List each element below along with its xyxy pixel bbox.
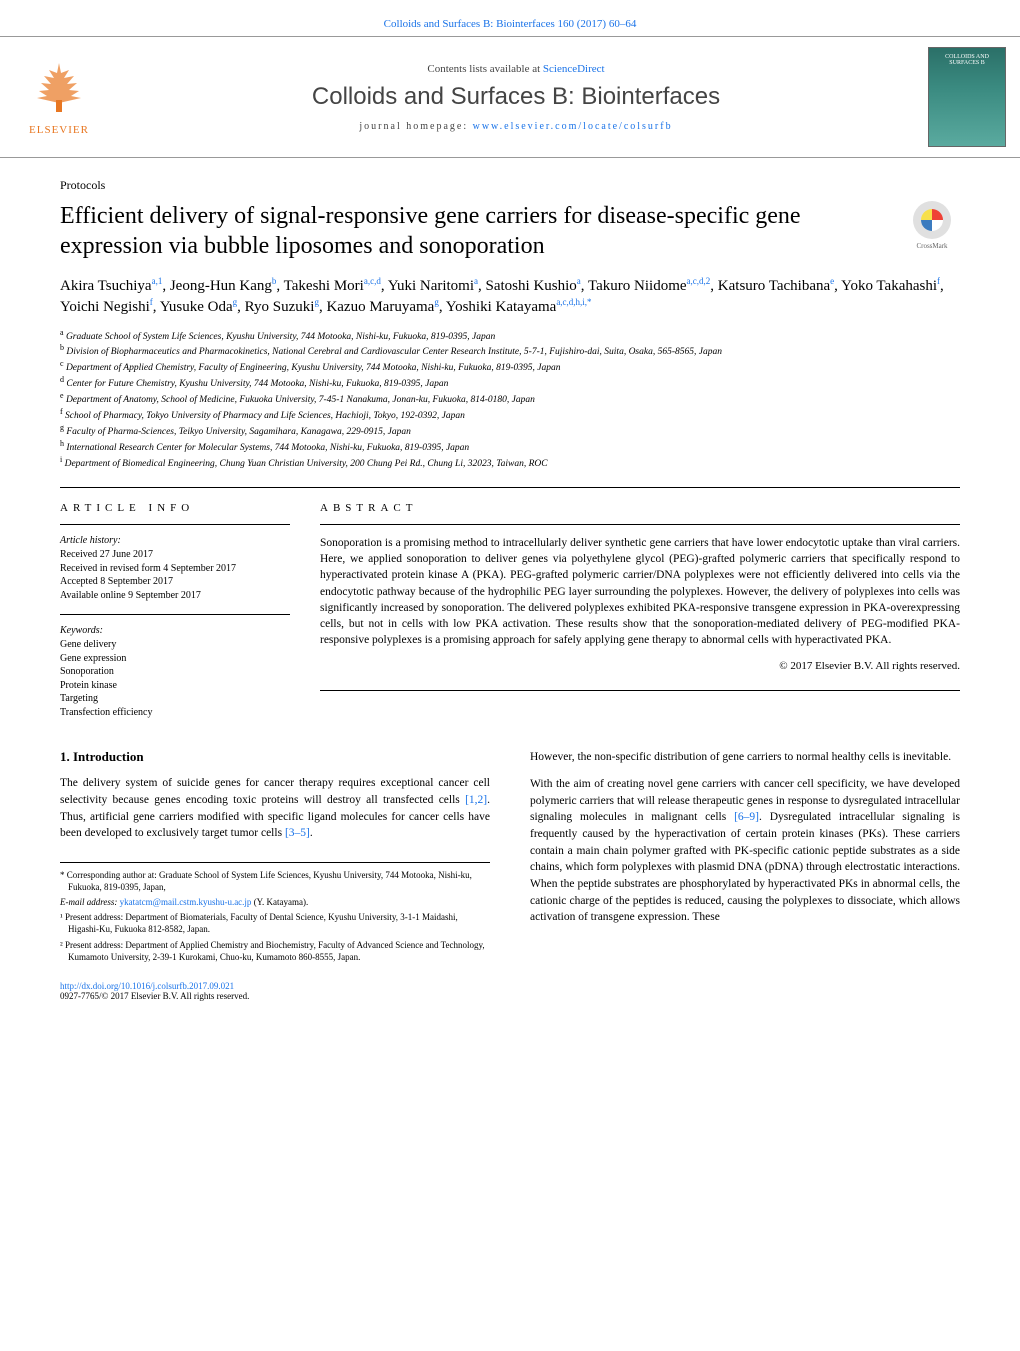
affiliation-item: a Graduate School of System Life Science… — [60, 328, 960, 344]
affiliation-item: d Center for Future Chemistry, Kyushu Un… — [60, 375, 960, 391]
publisher-logo[interactable]: ELSEVIER — [14, 47, 104, 147]
citation-link[interactable]: [1,2] — [465, 794, 487, 806]
journal-homepage-label: journal homepage: www.elsevier.com/locat… — [104, 121, 928, 132]
email-link[interactable]: ykatatcm@mail.cstm.kyushu-u.ac.jp — [120, 897, 252, 907]
article-history-label: Article history: — [60, 535, 290, 546]
journal-name: Colloids and Surfaces B: Biointerfaces — [104, 83, 928, 111]
article-type: Protocols — [60, 178, 960, 193]
body-paragraph: The delivery system of suicide genes for… — [60, 775, 490, 842]
footer: http://dx.doi.org/10.1016/j.colsurfb.201… — [60, 981, 490, 1001]
abstract-text: Sonoporation is a promising method to in… — [320, 535, 960, 648]
issn-line: 0927-7765/© 2017 Elsevier B.V. All right… — [60, 991, 249, 1001]
history-line: Received 27 June 2017 — [60, 548, 290, 562]
authors-list: Akira Tsuchiyaa,1, Jeong-Hun Kangb, Take… — [60, 275, 960, 318]
body-paragraph: However, the non-specific distribution o… — [530, 749, 960, 766]
affiliation-item: c Department of Applied Chemistry, Facul… — [60, 359, 960, 375]
history-line: Received in revised form 4 September 201… — [60, 562, 290, 576]
intro-heading: 1. Introduction — [60, 749, 490, 765]
body-paragraph: With the aim of creating novel gene carr… — [530, 776, 960, 926]
keyword-item: Sonoporation — [60, 665, 290, 679]
affiliation-item: h International Research Center for Mole… — [60, 439, 960, 455]
journal-cover[interactable]: COLLOIDS AND SURFACES B — [928, 47, 1006, 147]
publisher-name: ELSEVIER — [29, 124, 89, 136]
citation-link[interactable]: [6–9] — [734, 811, 759, 823]
abstract: abstract Sonoporation is a promising met… — [320, 502, 960, 719]
present-address-1: ¹ Present address: Department of Biomate… — [60, 911, 490, 935]
body-column-left: 1. Introduction The delivery system of s… — [60, 749, 490, 1001]
article-info: article info Article history: Received 2… — [60, 502, 290, 719]
affiliation-item: e Department of Anatomy, School of Medic… — [60, 391, 960, 407]
keyword-item: Gene expression — [60, 652, 290, 666]
corresponding-author: * Corresponding author at: Graduate Scho… — [60, 869, 490, 893]
article-title: Efficient delivery of signal-responsive … — [60, 201, 884, 261]
email-line: E-mail address: ykatatcm@mail.cstm.kyush… — [60, 896, 490, 908]
keyword-item: Gene delivery — [60, 638, 290, 652]
affiliation-item: f School of Pharmacy, Tokyo University o… — [60, 407, 960, 423]
keywords-label: Keywords: — [60, 625, 290, 636]
homepage-link[interactable]: www.elsevier.com/locate/colsurfb — [473, 121, 673, 132]
affiliation-item: i Department of Biomedical Engineering, … — [60, 455, 960, 471]
history-line: Available online 9 September 2017 — [60, 589, 290, 603]
abstract-copyright: © 2017 Elsevier B.V. All rights reserved… — [320, 660, 960, 672]
sciencedirect-link[interactable]: ScienceDirect — [543, 63, 605, 75]
issue-citation[interactable]: Colloids and Surfaces B: Biointerfaces 1… — [0, 0, 1020, 36]
history-line: Accepted 8 September 2017 — [60, 575, 290, 589]
elsevier-tree-icon — [29, 58, 89, 118]
body-column-right: However, the non-specific distribution o… — [530, 749, 960, 1001]
doi-link[interactable]: http://dx.doi.org/10.1016/j.colsurfb.201… — [60, 981, 234, 991]
keyword-item: Transfection efficiency — [60, 706, 290, 720]
affiliations-list: a Graduate School of System Life Science… — [60, 328, 960, 472]
contents-available: Contents lists available at ScienceDirec… — [104, 63, 928, 75]
affiliation-item: g Faculty of Pharma-Sciences, Teikyo Uni… — [60, 423, 960, 439]
crossmark-label: CrossMark — [916, 242, 947, 250]
footnotes: * Corresponding author at: Graduate Scho… — [60, 862, 490, 963]
present-address-2: ² Present address: Department of Applied… — [60, 939, 490, 963]
abstract-header: abstract — [320, 502, 960, 514]
journal-header: ELSEVIER Contents lists available at Sci… — [0, 36, 1020, 158]
affiliation-item: b Division of Biopharmaceutics and Pharm… — [60, 343, 960, 359]
keyword-item: Targeting — [60, 692, 290, 706]
crossmark-icon — [919, 207, 945, 233]
keyword-item: Protein kinase — [60, 679, 290, 693]
article-info-header: article info — [60, 502, 290, 514]
citation-link[interactable]: [3–5] — [285, 827, 310, 839]
crossmark-badge[interactable]: CrossMark — [904, 201, 960, 257]
